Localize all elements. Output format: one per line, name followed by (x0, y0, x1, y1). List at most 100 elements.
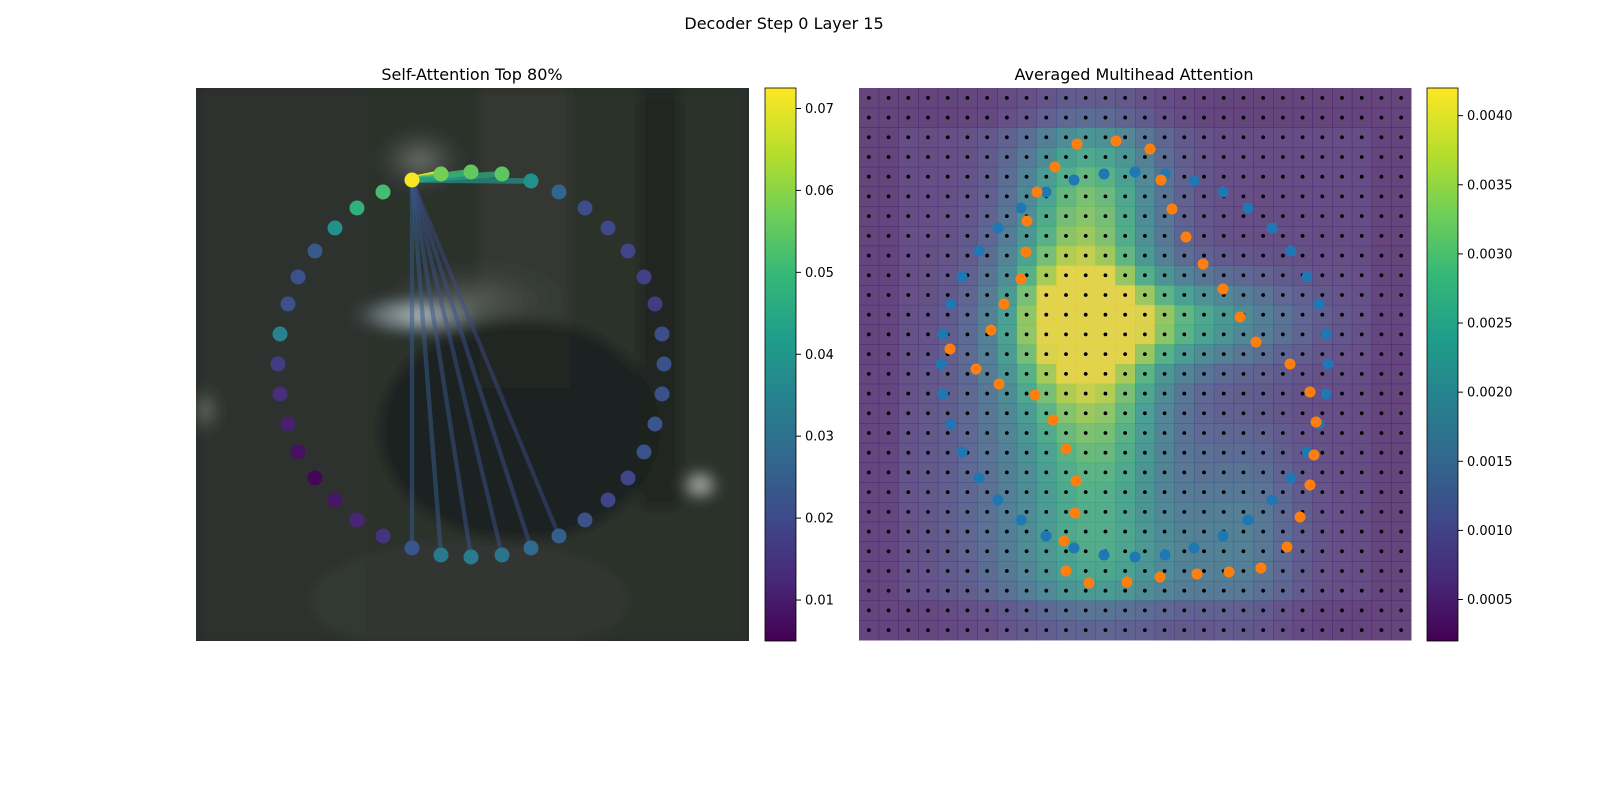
grid-dot (945, 371, 950, 376)
grid-dot (1379, 470, 1384, 475)
grid-dot (1221, 470, 1226, 475)
ring-point-bottom (1071, 138, 1083, 150)
graph-node (577, 200, 593, 216)
grid-dot (1024, 628, 1029, 633)
grid-dot (965, 490, 970, 495)
grid-dot (1162, 628, 1167, 633)
grid-dot (1202, 431, 1206, 435)
grid-dot (1261, 115, 1266, 120)
grid-dot (886, 253, 891, 258)
grid-dot (866, 391, 871, 396)
grid-dot (1162, 371, 1167, 376)
colorbar-tick-label: 0.0030 (1467, 247, 1513, 262)
ring-point-top (1301, 271, 1313, 283)
grid-dot (1340, 490, 1344, 495)
grid-dot (1024, 174, 1029, 179)
grid-dot (1123, 273, 1128, 278)
grid-dot (1044, 253, 1049, 258)
grid-dot (1280, 490, 1285, 495)
grid-dot (866, 332, 871, 337)
grid-dot (1064, 549, 1068, 554)
grid-dot (985, 431, 990, 435)
grid-dot (1241, 431, 1246, 435)
grid-dot (1202, 135, 1206, 140)
grid-dot (1044, 490, 1049, 495)
grid-dot (1182, 332, 1187, 337)
colorbar-tick-label: 0.0025 (1467, 317, 1513, 332)
grid-dot (945, 549, 950, 554)
grid-dot (886, 174, 891, 179)
multihead-attention-title: Averaged Multihead Attention (1015, 65, 1254, 84)
attention-edge (409, 177, 534, 184)
grid-dot (1280, 569, 1285, 573)
grid-dot (926, 470, 930, 475)
grid-dot (1182, 174, 1187, 179)
grid-dot (1221, 391, 1226, 396)
grid-dot (866, 135, 871, 140)
grid-dot (1221, 233, 1226, 238)
grid-dot (1379, 509, 1384, 514)
grid-dot (1182, 352, 1187, 357)
grid-dot (1103, 509, 1108, 514)
grid-dot (1241, 174, 1246, 179)
grid-dot (1379, 352, 1384, 357)
grid-dot (1123, 332, 1128, 337)
grid-dot (1261, 214, 1266, 219)
grid-dot (1221, 115, 1226, 120)
grid-dot (866, 293, 871, 297)
grid-dot (965, 470, 970, 475)
grid-dot (1202, 588, 1206, 593)
grid-dot (1320, 470, 1325, 475)
grid-dot (1044, 588, 1049, 593)
attention-heatmap (859, 88, 1412, 641)
grid-dot (886, 509, 891, 514)
grid-dot (906, 529, 911, 534)
grid-dot (1004, 332, 1009, 337)
ring-point-bottom (1060, 565, 1072, 577)
grid-dot (926, 628, 930, 633)
grid-dot (926, 194, 930, 199)
grid-dot (926, 608, 930, 613)
grid-dot (926, 95, 930, 100)
grid-dot (1024, 115, 1029, 120)
grid-dot (1024, 352, 1029, 357)
grid-dot (1044, 155, 1049, 159)
grid-dot (1162, 233, 1167, 238)
grid-dot (1261, 608, 1266, 613)
grid-dot (1379, 549, 1384, 554)
grid-dot (866, 253, 871, 258)
grid-dot (1044, 411, 1049, 416)
graph-node (600, 220, 616, 236)
grid-dot (1142, 332, 1147, 337)
grid-dot (1359, 608, 1364, 613)
grid-dot (1142, 470, 1147, 475)
graph-node (647, 296, 663, 312)
grid-dot (886, 490, 891, 495)
grid-dot (1340, 470, 1344, 475)
grid-dot (1221, 411, 1226, 416)
ring-point-top (973, 472, 985, 484)
grid-dot (1300, 569, 1305, 573)
grid-dot (1261, 509, 1266, 514)
ring-point-top (1217, 530, 1229, 542)
grid-dot (1182, 509, 1187, 514)
grid-dot (1004, 95, 1009, 100)
grid-dot (1162, 588, 1167, 593)
colorbar-ticks: 0.01 0.02 0.03 0.04 0.05 0.06 0.07 (796, 102, 834, 609)
colorbar-gradient (764, 87, 797, 642)
grid-dot (1123, 214, 1128, 219)
grid-dot (1221, 509, 1226, 514)
grid-dot (1340, 569, 1344, 573)
grid-dot (886, 115, 891, 120)
grid-dot (1064, 312, 1068, 317)
grid-dot (1024, 608, 1029, 613)
grid-dot (1300, 253, 1305, 258)
grid-dot (866, 628, 871, 633)
graph-node (280, 296, 296, 312)
graph-node (307, 243, 323, 259)
grid-dot (1162, 352, 1167, 357)
grid-dot (1123, 155, 1128, 159)
grid-dot (1261, 174, 1266, 179)
grid-dot (1044, 371, 1049, 376)
grid-dot (1182, 155, 1187, 159)
